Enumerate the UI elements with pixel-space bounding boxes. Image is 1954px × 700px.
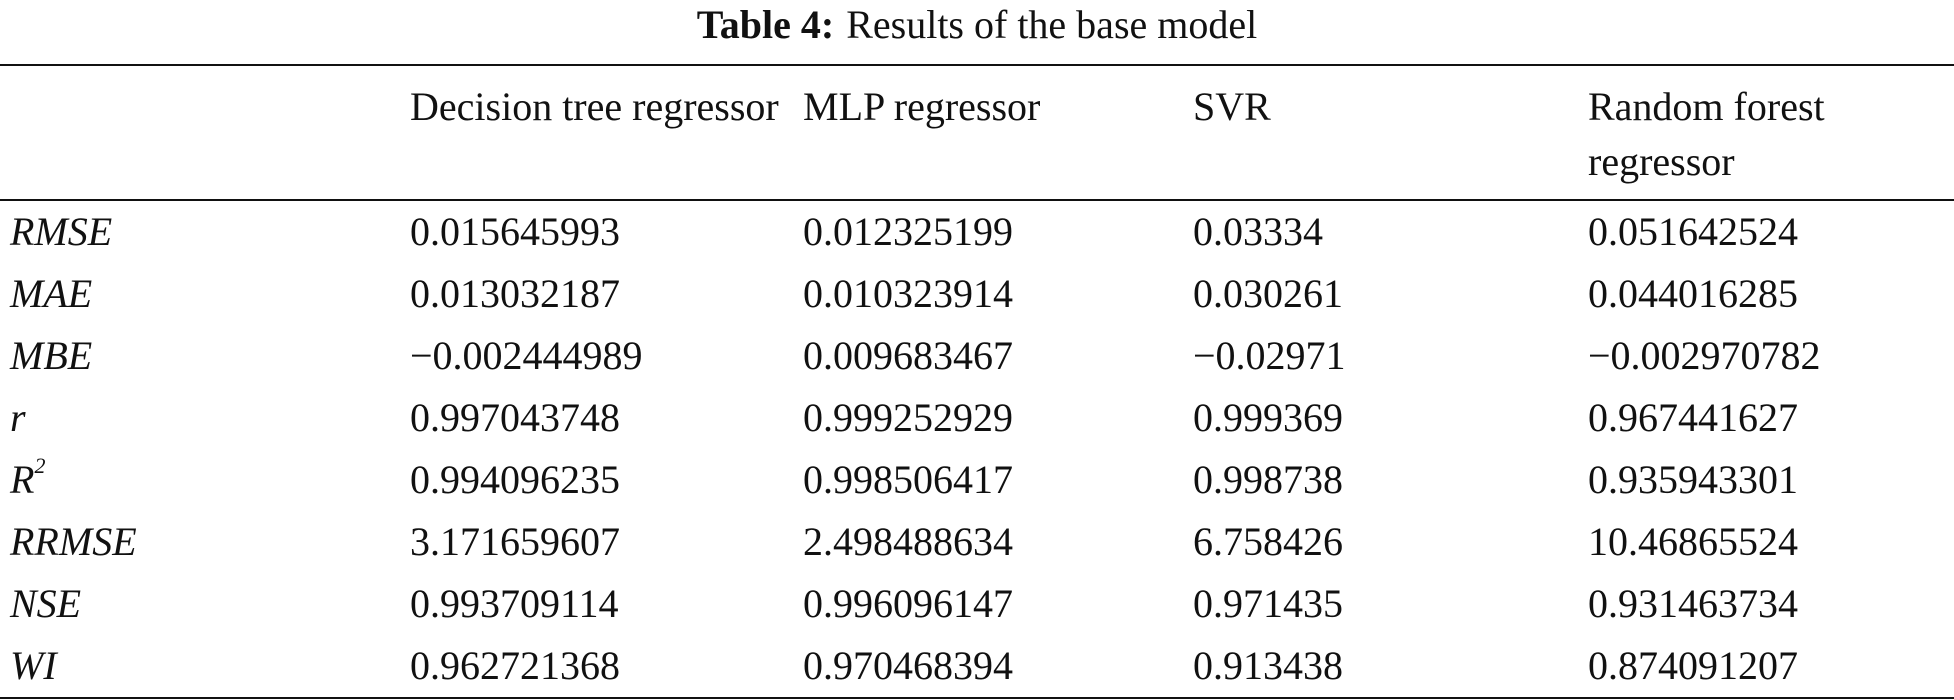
metric-label: WI [10, 643, 57, 688]
table-cell: 0.03334 [1193, 209, 1323, 254]
table-cell: 0.967441627 [1588, 395, 1798, 440]
metric-label: NSE [10, 581, 82, 626]
table-cell: 0.009683467 [803, 333, 1013, 378]
table-cell: −0.002444989 [410, 333, 643, 378]
table-cell: 0.997043748 [410, 395, 620, 440]
table-cell: 3.171659607 [410, 519, 620, 564]
header-svr: SVR [1193, 84, 1271, 129]
table-row: NSE 0.993709114 0.996096147 0.971435 0.9… [0, 573, 1954, 635]
table-cell: 0.998738 [1193, 457, 1343, 502]
table-cell: 0.935943301 [1588, 457, 1798, 502]
table-cell: 0.998506417 [803, 457, 1013, 502]
metric-label-superscript: 2 [34, 453, 46, 478]
table-cell: 10.46865524 [1588, 519, 1798, 564]
header-metric-cell [0, 65, 400, 200]
table-row: RRMSE 3.171659607 2.498488634 6.758426 1… [0, 511, 1954, 573]
header-random-forest: Random forest regressor [1588, 84, 1825, 184]
caption-text: Results of the base model [846, 2, 1258, 47]
table-caption: Table 4: Results of the base model [0, 0, 1954, 58]
table-cell: 0.996096147 [803, 581, 1013, 626]
results-table: Decision tree regressor MLP regressor SV… [0, 64, 1954, 699]
table-cell: 0.931463734 [1588, 581, 1798, 626]
table-cell: 0.962721368 [410, 643, 620, 688]
table-cell: 0.030261 [1193, 271, 1343, 316]
table-cell: 0.971435 [1193, 581, 1343, 626]
table-row: WI 0.962721368 0.970468394 0.913438 0.87… [0, 635, 1954, 698]
header-row: Decision tree regressor MLP regressor SV… [0, 65, 1954, 200]
table-cell: 0.051642524 [1588, 209, 1798, 254]
metric-label: RMSE [10, 209, 113, 254]
table-cell: 0.010323914 [803, 271, 1013, 316]
metric-label: r [10, 395, 26, 440]
table-cell: 2.498488634 [803, 519, 1013, 564]
header-mlp: MLP regressor [803, 84, 1041, 129]
table-row: r 0.997043748 0.999252929 0.999369 0.967… [0, 387, 1954, 449]
table-cell: 0.013032187 [410, 271, 620, 316]
table-cell: 0.874091207 [1588, 643, 1798, 688]
table-cell: 0.994096235 [410, 457, 620, 502]
table-row: MBE −0.002444989 0.009683467 −0.02971 −0… [0, 325, 1954, 387]
table-row: RMSE 0.015645993 0.012325199 0.03334 0.0… [0, 200, 1954, 263]
metric-label: MBE [10, 333, 93, 378]
metric-label: RRMSE [10, 519, 137, 564]
table-cell: 0.999369 [1193, 395, 1343, 440]
table-cell: 6.758426 [1193, 519, 1343, 564]
metric-label: R2 [0, 449, 400, 511]
table-row: R2 0.994096235 0.998506417 0.998738 0.93… [0, 449, 1954, 511]
caption-label: Table 4: [696, 2, 835, 47]
table-cell: 0.015645993 [410, 209, 620, 254]
metric-label-base: R [10, 457, 35, 502]
table-cell: −0.02971 [1193, 333, 1346, 378]
table-cell: 0.970468394 [803, 643, 1013, 688]
header-decision-tree: Decision tree regressor [410, 84, 779, 129]
table-row: MAE 0.013032187 0.010323914 0.030261 0.0… [0, 263, 1954, 325]
table-cell: 0.012325199 [803, 209, 1013, 254]
table-cell: 0.044016285 [1588, 271, 1798, 316]
table-cell: 0.913438 [1193, 643, 1343, 688]
table-cell: −0.002970782 [1588, 333, 1821, 378]
metric-label: MAE [10, 271, 93, 316]
table-cell: 0.999252929 [803, 395, 1013, 440]
table-cell: 0.993709114 [410, 581, 619, 626]
